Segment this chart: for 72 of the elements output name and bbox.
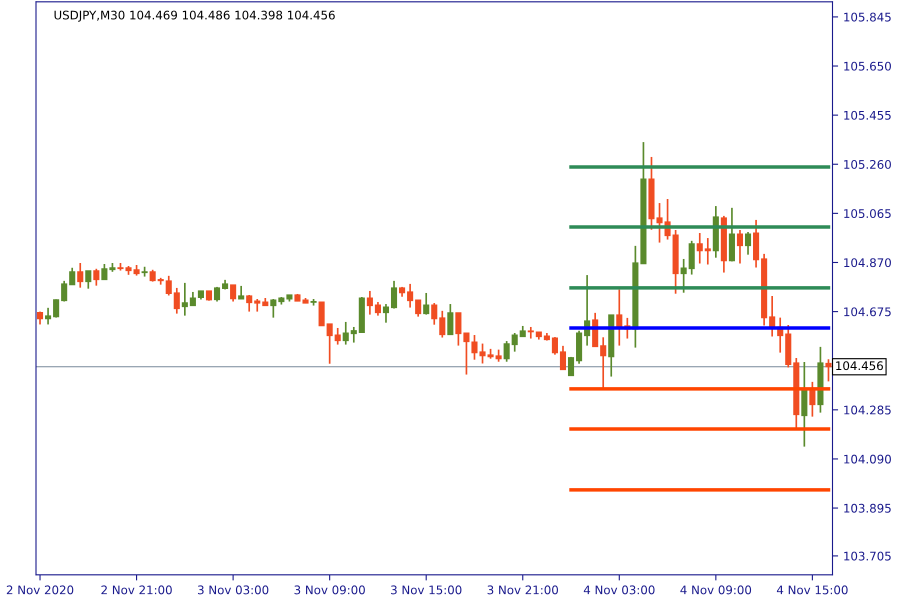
y-tick-label: 105.065 bbox=[844, 209, 891, 218]
x-tick-label: 4 Nov 03:00 bbox=[584, 585, 655, 594]
candlestick bbox=[222, 279, 228, 290]
y-tick-label: 104.675 bbox=[844, 307, 891, 316]
candlestick bbox=[552, 336, 558, 356]
candlestick bbox=[825, 358, 832, 382]
candlestick bbox=[744, 231, 752, 256]
x-tick-label: 4 Nov 09:00 bbox=[680, 585, 752, 594]
candlestick bbox=[230, 284, 236, 302]
candlestick bbox=[382, 303, 390, 324]
candlestick bbox=[36, 310, 44, 326]
candlestick bbox=[616, 288, 622, 346]
candlestick bbox=[455, 312, 462, 346]
candlestick bbox=[600, 336, 606, 390]
candlestick bbox=[528, 326, 534, 340]
candlestick bbox=[471, 334, 478, 361]
candlestick bbox=[463, 332, 470, 376]
y-tick-label: 105.650 bbox=[844, 62, 891, 71]
x-tick-label: 3 Nov 09:00 bbox=[294, 585, 365, 594]
ref-line-label: 104.456 bbox=[836, 361, 883, 370]
candlestick bbox=[206, 290, 212, 302]
candlestick bbox=[399, 286, 406, 298]
x-tick-label: 3 Nov 03:00 bbox=[198, 585, 268, 594]
y-tick-label: 105.455 bbox=[844, 110, 891, 120]
x-tick-label: 2 Nov 21:00 bbox=[101, 585, 172, 594]
y-tick-label: 104.285 bbox=[844, 406, 891, 414]
candlestick bbox=[334, 327, 341, 346]
x-tick-label: 4 Nov 15:00 bbox=[776, 585, 848, 594]
candlestick bbox=[568, 356, 574, 376]
candlestick bbox=[238, 285, 244, 300]
candlestick bbox=[447, 303, 454, 336]
candlestick bbox=[142, 266, 148, 278]
text: USDJPY,M30 104.469 104.486 104.398 104.456 bbox=[54, 10, 335, 22]
candlestick bbox=[61, 280, 68, 302]
y-tick-label: 105.260 bbox=[844, 160, 891, 169]
candlestick bbox=[45, 306, 52, 326]
candlestick bbox=[85, 270, 92, 290]
candlestick bbox=[318, 301, 325, 326]
candlestick bbox=[407, 283, 414, 308]
y-tick-label: 105.845 bbox=[844, 12, 891, 22]
candlestick bbox=[479, 342, 486, 364]
candlestick bbox=[374, 301, 381, 316]
candlestick bbox=[77, 262, 84, 289]
candlestick bbox=[134, 264, 140, 276]
candlestick bbox=[214, 286, 220, 302]
candlestick bbox=[101, 263, 108, 280]
x-tick-label: 3 Nov 15:00 bbox=[391, 585, 462, 594]
candlestick bbox=[415, 299, 422, 318]
candlestick bbox=[736, 229, 744, 264]
y-tick-label: 103.895 bbox=[844, 504, 891, 513]
x-tick-label: 3 Nov 21:00 bbox=[488, 585, 558, 594]
candlestick bbox=[190, 291, 196, 306]
candlestick bbox=[496, 348, 502, 363]
candlestick bbox=[390, 280, 398, 310]
candlestick bbox=[53, 298, 60, 318]
candlestick bbox=[69, 266, 76, 286]
candlestick bbox=[560, 345, 566, 370]
candlestick bbox=[680, 258, 687, 294]
candlestick bbox=[488, 348, 494, 360]
candlestick bbox=[656, 202, 663, 244]
y-tick-label: 104.090 bbox=[844, 454, 891, 464]
y-tick-label: 103.705 bbox=[844, 552, 891, 561]
candlestick bbox=[93, 268, 100, 286]
x-tick-label: 2 Nov 2020 bbox=[6, 585, 74, 594]
candlestick bbox=[504, 340, 510, 363]
candlestick bbox=[423, 292, 430, 316]
candlestick bbox=[326, 323, 333, 365]
candlestick bbox=[366, 290, 373, 316]
candlestick bbox=[182, 282, 188, 316]
y-tick-label: 104.870 bbox=[844, 258, 891, 268]
candlestick bbox=[270, 298, 276, 318]
candlestick bbox=[150, 268, 156, 282]
